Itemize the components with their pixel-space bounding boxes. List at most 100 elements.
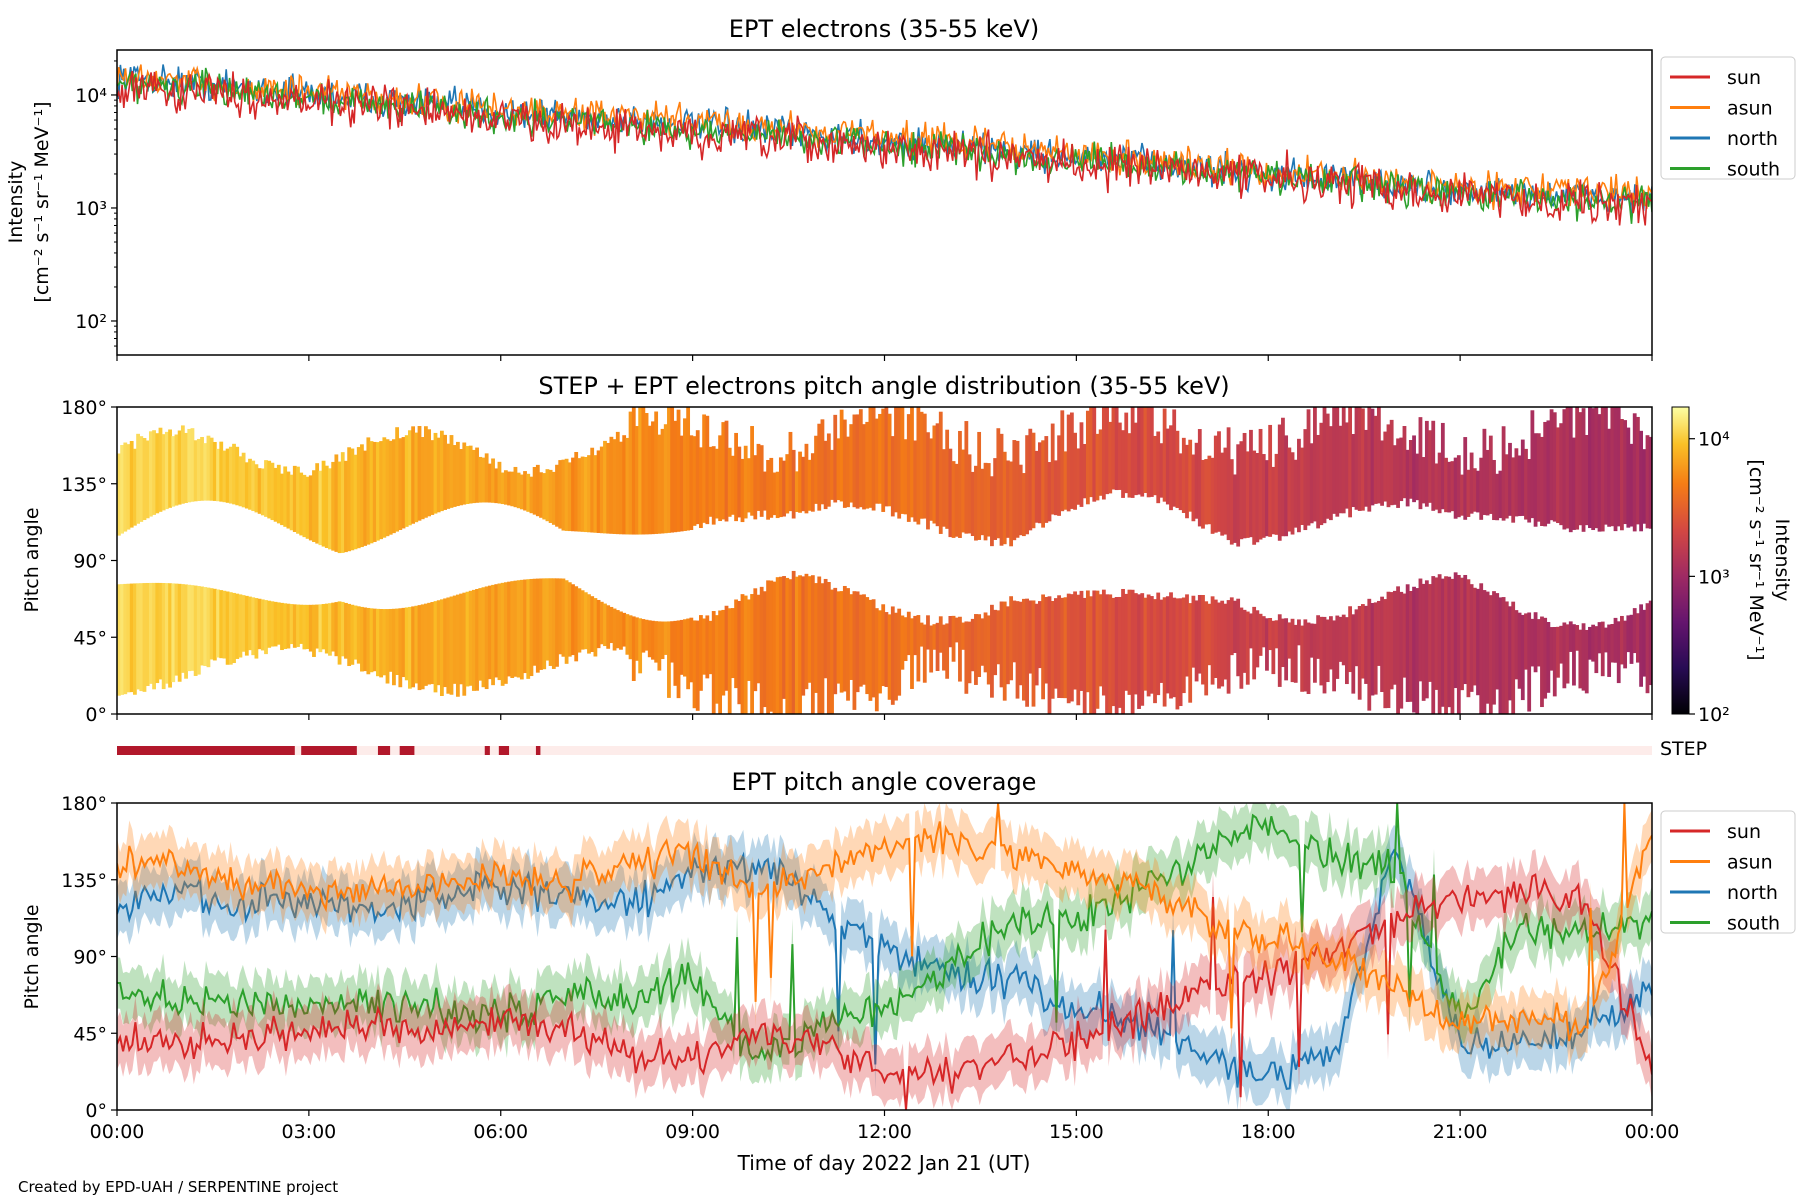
heatmap-cell-upper xyxy=(1530,410,1535,519)
heatmap-cell-lower xyxy=(1597,622,1602,654)
heatmap-cell-lower xyxy=(241,595,246,652)
heatmap-cell-lower xyxy=(401,607,406,678)
heatmap-cell-lower xyxy=(676,620,681,699)
heatmap-cell-lower xyxy=(1578,629,1583,689)
heatmap-cell-upper xyxy=(823,440,828,510)
heatmap-cell-upper xyxy=(746,458,751,513)
heatmap-cell-upper xyxy=(1169,425,1173,511)
coverage-band-asun xyxy=(117,803,1652,1067)
heatmap-cell-upper xyxy=(219,441,224,502)
heatmap-cell-lower xyxy=(174,583,179,676)
heatmap-cell-lower xyxy=(890,606,895,705)
heatmap-cell-lower xyxy=(1345,617,1349,685)
heatmap-cell-upper xyxy=(1367,407,1372,512)
heatmap-cell-upper xyxy=(1389,419,1394,506)
heatmap-cell-upper xyxy=(564,458,569,531)
heatmap-cell-upper xyxy=(1636,416,1640,525)
heatmap-cell-upper xyxy=(574,451,579,532)
heatmap-cell-upper xyxy=(206,435,211,501)
heatmap-cell-lower xyxy=(1300,625,1305,692)
heatmap-cell-lower xyxy=(452,595,457,684)
heatmap-cell-upper xyxy=(1546,420,1551,524)
heatmap-cell-lower xyxy=(1610,624,1615,663)
heatmap-cell-lower xyxy=(996,610,1001,665)
heatmap-cell-lower xyxy=(1194,600,1199,682)
heatmap-cell-upper xyxy=(484,453,489,503)
heatmap-cell-lower xyxy=(1594,626,1599,674)
heatmap-cell-lower xyxy=(1469,584,1474,692)
heatmap-cell-lower xyxy=(148,582,153,684)
heatmap-cell-lower xyxy=(1632,608,1637,654)
heatmap-cell-lower xyxy=(830,589,834,714)
heatmap-cell-lower xyxy=(519,579,524,680)
heatmap-cell-lower xyxy=(491,584,495,686)
heatmap-cell-upper xyxy=(919,411,924,519)
heatmap-cell-upper xyxy=(1316,434,1321,529)
heatmap-cell-upper xyxy=(935,423,940,527)
heatmap-cell-upper xyxy=(1488,435,1493,514)
heatmap-cell-lower xyxy=(938,616,943,653)
heatmap-cell-upper xyxy=(1313,407,1317,522)
colorbar xyxy=(1671,406,1690,715)
heatmap-cell-lower xyxy=(1332,620,1337,692)
heatmap-cell-upper xyxy=(1434,463,1439,510)
heatmap-cell-upper xyxy=(126,444,131,530)
heatmap-cell-lower xyxy=(900,615,905,670)
heatmap-cell-lower xyxy=(1408,590,1413,702)
heatmap-cell-upper xyxy=(244,462,249,509)
heatmap-cell-lower xyxy=(881,604,886,687)
heatmap-cell-upper xyxy=(331,461,336,551)
heatmap-cell-upper xyxy=(913,440,918,522)
heatmap-cell-lower xyxy=(1626,615,1631,653)
heatmap-cell-upper xyxy=(180,425,185,504)
heatmap-cell-lower xyxy=(762,591,767,708)
heatmap-cell-upper xyxy=(1041,440,1045,528)
heatmap-cell-lower xyxy=(910,618,914,689)
heatmap-cell-lower xyxy=(1504,601,1509,714)
heatmap-cell-lower xyxy=(942,624,946,671)
heatmap-cell-lower xyxy=(686,618,691,690)
heatmap-cell-lower xyxy=(1552,626,1557,697)
heatmap-cell-lower xyxy=(833,587,838,695)
heatmap-cell-lower xyxy=(478,588,483,681)
heatmap-cell-upper xyxy=(836,438,841,501)
heatmap-cell-upper xyxy=(1153,435,1157,496)
heatmap-cell-upper xyxy=(1629,443,1634,527)
heatmap-cell-lower xyxy=(222,590,227,659)
heatmap-cell-upper xyxy=(1335,407,1340,517)
heatmap-cell-upper xyxy=(855,414,860,509)
heatmap-cell-lower xyxy=(446,597,451,694)
heatmap-cell-upper xyxy=(344,460,348,553)
heatmap-cell-upper xyxy=(951,461,956,538)
heatmap-cell-lower xyxy=(1127,589,1132,695)
heatmap-cell-lower xyxy=(705,615,710,679)
heatmap-cell-upper xyxy=(1303,429,1308,531)
heatmap-cell-lower xyxy=(1434,577,1439,690)
heatmap-cell-lower xyxy=(1159,599,1164,683)
heatmap-cell-upper xyxy=(1508,442,1512,516)
heatmap-cell-lower xyxy=(574,586,579,662)
heatmap-cell-upper xyxy=(312,470,316,543)
heatmap-cell-lower xyxy=(1530,618,1535,667)
heatmap-cell-lower xyxy=(759,586,764,714)
heatmap-cell-lower xyxy=(1520,614,1525,701)
heatmap-cell-lower xyxy=(289,604,294,645)
heatmap-cell-lower xyxy=(507,581,511,677)
heatmap-cell-upper xyxy=(619,441,623,535)
step-active-segment xyxy=(498,746,510,755)
heatmap-cell-lower xyxy=(727,608,732,714)
heatmap-cell-lower xyxy=(804,573,809,690)
heatmap-cell-upper xyxy=(1604,407,1608,525)
heatmap-cell-lower xyxy=(1396,586,1400,714)
heatmap-cell-upper xyxy=(1456,455,1461,518)
y-tick-label: 10² xyxy=(75,311,107,333)
heatmap-cell-lower xyxy=(337,601,342,665)
heatmap-cell-upper xyxy=(1111,407,1116,490)
legend-label-south: south xyxy=(1727,159,1780,181)
heatmap-cell-upper xyxy=(631,407,636,535)
heatmap-cell-lower xyxy=(1114,597,1119,714)
heatmap-cell-lower xyxy=(1185,594,1189,677)
heatmap-cell-lower xyxy=(257,598,262,650)
legend-label-south: south xyxy=(1727,913,1780,935)
heatmap-cell-lower xyxy=(1277,614,1282,687)
